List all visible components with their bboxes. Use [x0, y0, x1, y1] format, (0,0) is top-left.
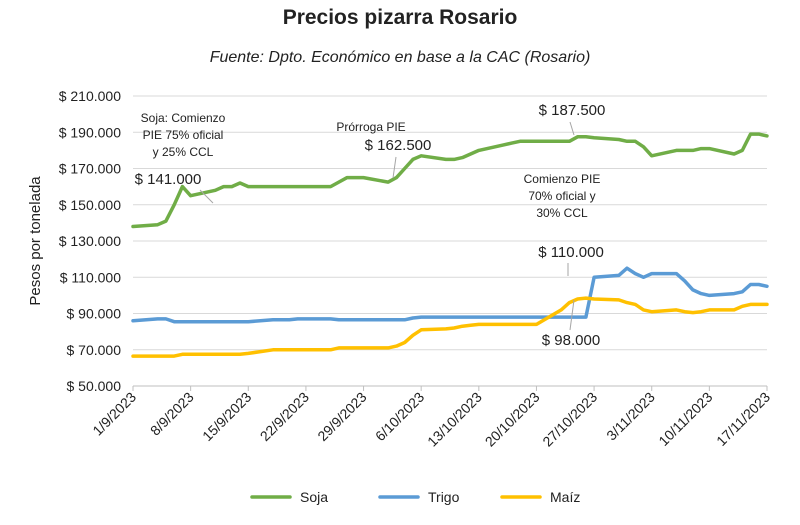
series-line-maiz	[131, 296, 769, 358]
y-axis-label: Pesos por tonelada	[27, 176, 44, 306]
y-tick-label: $ 130.000	[59, 233, 121, 249]
x-tick-label: 6/10/2023	[372, 389, 428, 445]
annotation-label: $ 141.000	[135, 171, 202, 188]
y-tick-label: $ 190.000	[59, 124, 121, 140]
annotation-label: y 25% CCL	[153, 145, 214, 159]
annotation-leader	[199, 189, 214, 204]
x-tick-label: 20/10/2023	[482, 389, 543, 450]
x-tick-label: 13/10/2023	[424, 389, 485, 450]
x-tick-label: 17/11/2023	[713, 389, 773, 449]
y-tick-label: $ 170.000	[59, 161, 121, 177]
x-tick-label: 15/9/2023	[199, 389, 255, 445]
y-tick-label: $ 90.000	[67, 306, 122, 322]
y-tick-label: $ 50.000	[67, 378, 122, 394]
chart-title: Precios pizarra Rosario	[282, 6, 518, 29]
y-tick-label: $ 70.000	[67, 342, 122, 358]
annotation-leader	[569, 121, 575, 136]
y-tick-label: $ 210.000	[59, 88, 121, 104]
annotation-label: Soja: Comienzo	[141, 111, 226, 125]
annotation-label: $ 162.500	[365, 137, 432, 154]
x-tick-label: 29/9/2023	[314, 389, 370, 445]
legend-label: Soja	[300, 489, 328, 505]
x-tick-label: 22/9/2023	[257, 389, 313, 445]
y-tick-label: $ 110.000	[60, 269, 121, 285]
annotation-label: 70% oficial y	[528, 189, 595, 203]
annotation-leader	[569, 299, 575, 331]
legend-label: Maíz	[550, 489, 580, 505]
y-tick-label: $ 150.000	[59, 197, 121, 213]
annotation-leader	[392, 156, 397, 179]
x-tick-label: 3/11/2023	[603, 389, 658, 444]
annotation-label: $ 110.000	[538, 244, 604, 261]
annotation-label: $ 98.000	[542, 332, 600, 349]
annotation-label: $ 187.500	[539, 102, 606, 119]
legend-label: Trigo	[428, 489, 460, 505]
annotation-label: Prórroga PIE	[336, 120, 405, 134]
annotation-label: Comienzo PIE	[524, 172, 601, 186]
x-tick-label: 1/9/2023	[89, 389, 139, 439]
series-line-trigo	[131, 266, 769, 324]
x-tick-label: 27/10/2023	[539, 389, 600, 450]
series-line-soja	[131, 132, 769, 229]
annotation-label: 30% CCL	[536, 206, 588, 220]
x-tick-label: 10/11/2023	[655, 389, 715, 449]
annotation-label: PIE 75% oficial	[143, 128, 224, 142]
x-tick-label: 8/9/2023	[147, 389, 197, 439]
chart-subtitle: Fuente: Dpto. Económico en base a la CAC…	[209, 49, 591, 66]
